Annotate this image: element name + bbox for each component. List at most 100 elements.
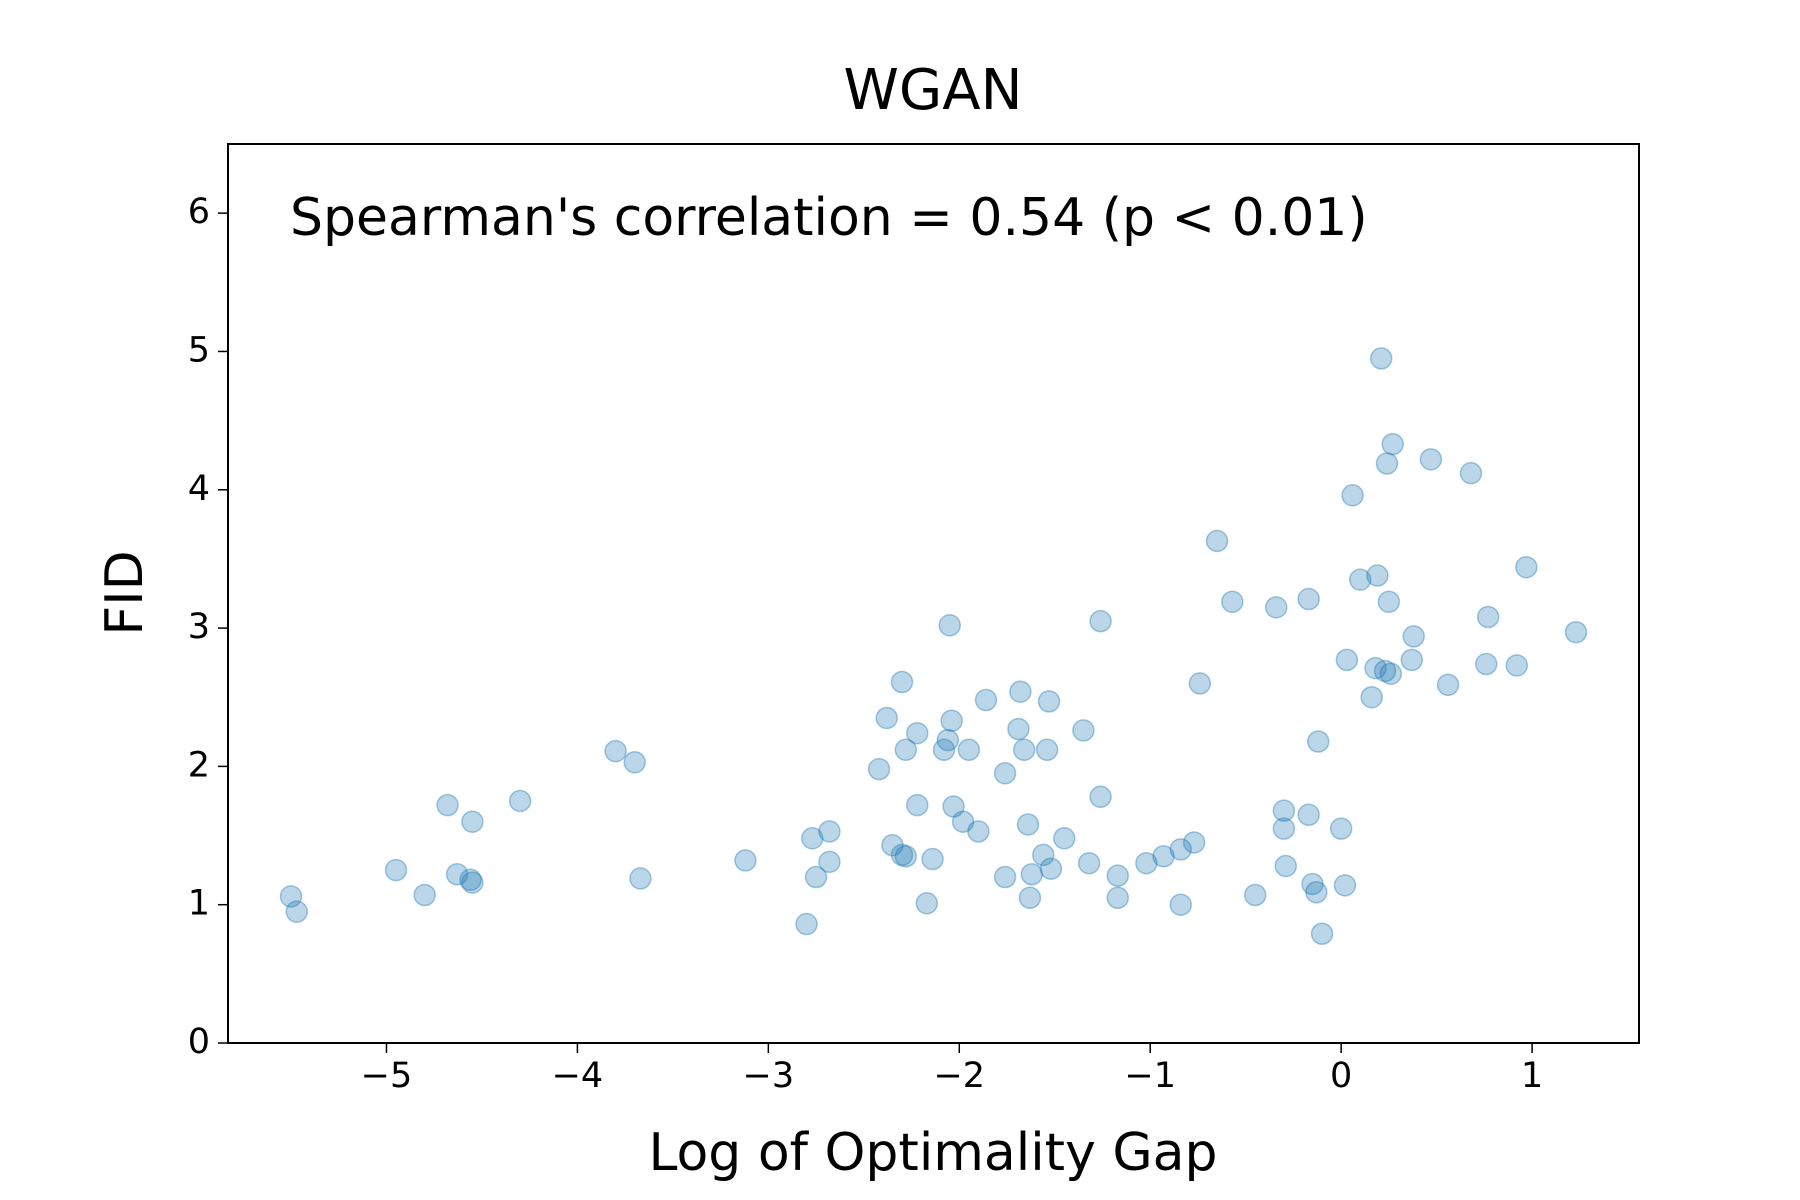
point — [1018, 886, 1042, 910]
point — [459, 868, 482, 892]
point — [1297, 803, 1320, 827]
point — [413, 883, 436, 907]
y-tick-label: 3 — [188, 607, 210, 647]
point — [881, 833, 904, 857]
point — [936, 728, 960, 752]
point — [801, 827, 824, 850]
point — [1072, 719, 1095, 742]
point — [1089, 785, 1112, 809]
y-axis-label: FID — [95, 550, 155, 635]
point — [951, 810, 975, 833]
point — [1016, 813, 1040, 836]
point — [1169, 893, 1193, 916]
point — [894, 738, 918, 762]
point — [1188, 672, 1212, 695]
point — [1564, 620, 1588, 644]
point — [1272, 799, 1296, 822]
y-tick-label: 2 — [188, 745, 210, 785]
point — [1135, 851, 1158, 875]
y-tick-label: 1 — [188, 884, 210, 924]
point — [1476, 605, 1500, 629]
point — [436, 793, 459, 817]
point — [1274, 854, 1298, 878]
chart-title: WGAN — [844, 58, 1023, 123]
point — [461, 810, 484, 833]
point — [957, 738, 981, 762]
x-tick-label: −1 — [1124, 1056, 1176, 1096]
point — [734, 849, 757, 872]
point — [1077, 851, 1101, 875]
point — [1381, 432, 1404, 456]
point — [967, 820, 990, 843]
point — [1243, 883, 1267, 907]
point — [1436, 673, 1460, 697]
point — [906, 721, 929, 745]
point — [1020, 863, 1044, 886]
point — [1106, 886, 1130, 910]
point — [1375, 452, 1399, 475]
point — [894, 845, 918, 868]
point — [1169, 838, 1193, 861]
point — [445, 863, 469, 886]
point — [1035, 738, 1059, 762]
point — [1053, 827, 1076, 850]
point — [932, 738, 956, 762]
point — [1379, 662, 1403, 685]
point — [1012, 738, 1036, 762]
point — [974, 688, 998, 712]
point — [1152, 845, 1175, 868]
point — [804, 865, 828, 889]
point — [1515, 555, 1538, 579]
x-tick-label: −5 — [361, 1056, 413, 1096]
point — [1402, 625, 1425, 648]
point — [867, 757, 891, 781]
point — [1007, 717, 1030, 741]
point — [1009, 680, 1032, 703]
point — [915, 892, 939, 915]
point — [1329, 817, 1353, 840]
annotation: Spearman's correlation = 0.54 (p < 0.01) — [290, 188, 1368, 248]
point — [1205, 529, 1229, 553]
point — [890, 670, 914, 694]
point — [1475, 652, 1498, 676]
point — [1301, 872, 1324, 896]
y-tick-label: 6 — [188, 192, 210, 232]
point — [1264, 596, 1288, 619]
point — [1310, 922, 1334, 945]
point — [1221, 590, 1244, 614]
point — [1369, 347, 1393, 370]
point — [1348, 568, 1372, 591]
point — [818, 820, 841, 843]
x-tick-label: −2 — [933, 1056, 985, 1096]
point — [629, 867, 652, 890]
point — [623, 750, 646, 774]
point — [1039, 857, 1063, 880]
y-tick-label: 4 — [188, 469, 210, 509]
point — [906, 793, 929, 817]
point — [818, 850, 841, 874]
point — [508, 789, 532, 813]
point — [1297, 587, 1320, 611]
point — [1364, 656, 1387, 680]
point — [604, 739, 627, 763]
point — [1419, 448, 1443, 471]
point — [285, 900, 308, 923]
point — [993, 762, 1017, 785]
plot-frame — [227, 143, 1640, 1044]
point — [1341, 484, 1364, 507]
x-tick-label: 1 — [1521, 1056, 1543, 1096]
x-axis-label: Log of Optimality Gap — [648, 1123, 1217, 1183]
point — [1366, 564, 1389, 587]
point — [1360, 685, 1383, 709]
y-tick-label: 0 — [188, 1022, 210, 1062]
point — [938, 614, 961, 637]
point — [1306, 730, 1330, 753]
x-tick-label: −4 — [552, 1056, 604, 1096]
point — [1333, 874, 1357, 897]
y-tick-label: 5 — [188, 330, 210, 370]
point — [1272, 817, 1296, 840]
x-tick-label: −3 — [743, 1056, 795, 1096]
point — [993, 865, 1017, 889]
point — [279, 885, 303, 908]
